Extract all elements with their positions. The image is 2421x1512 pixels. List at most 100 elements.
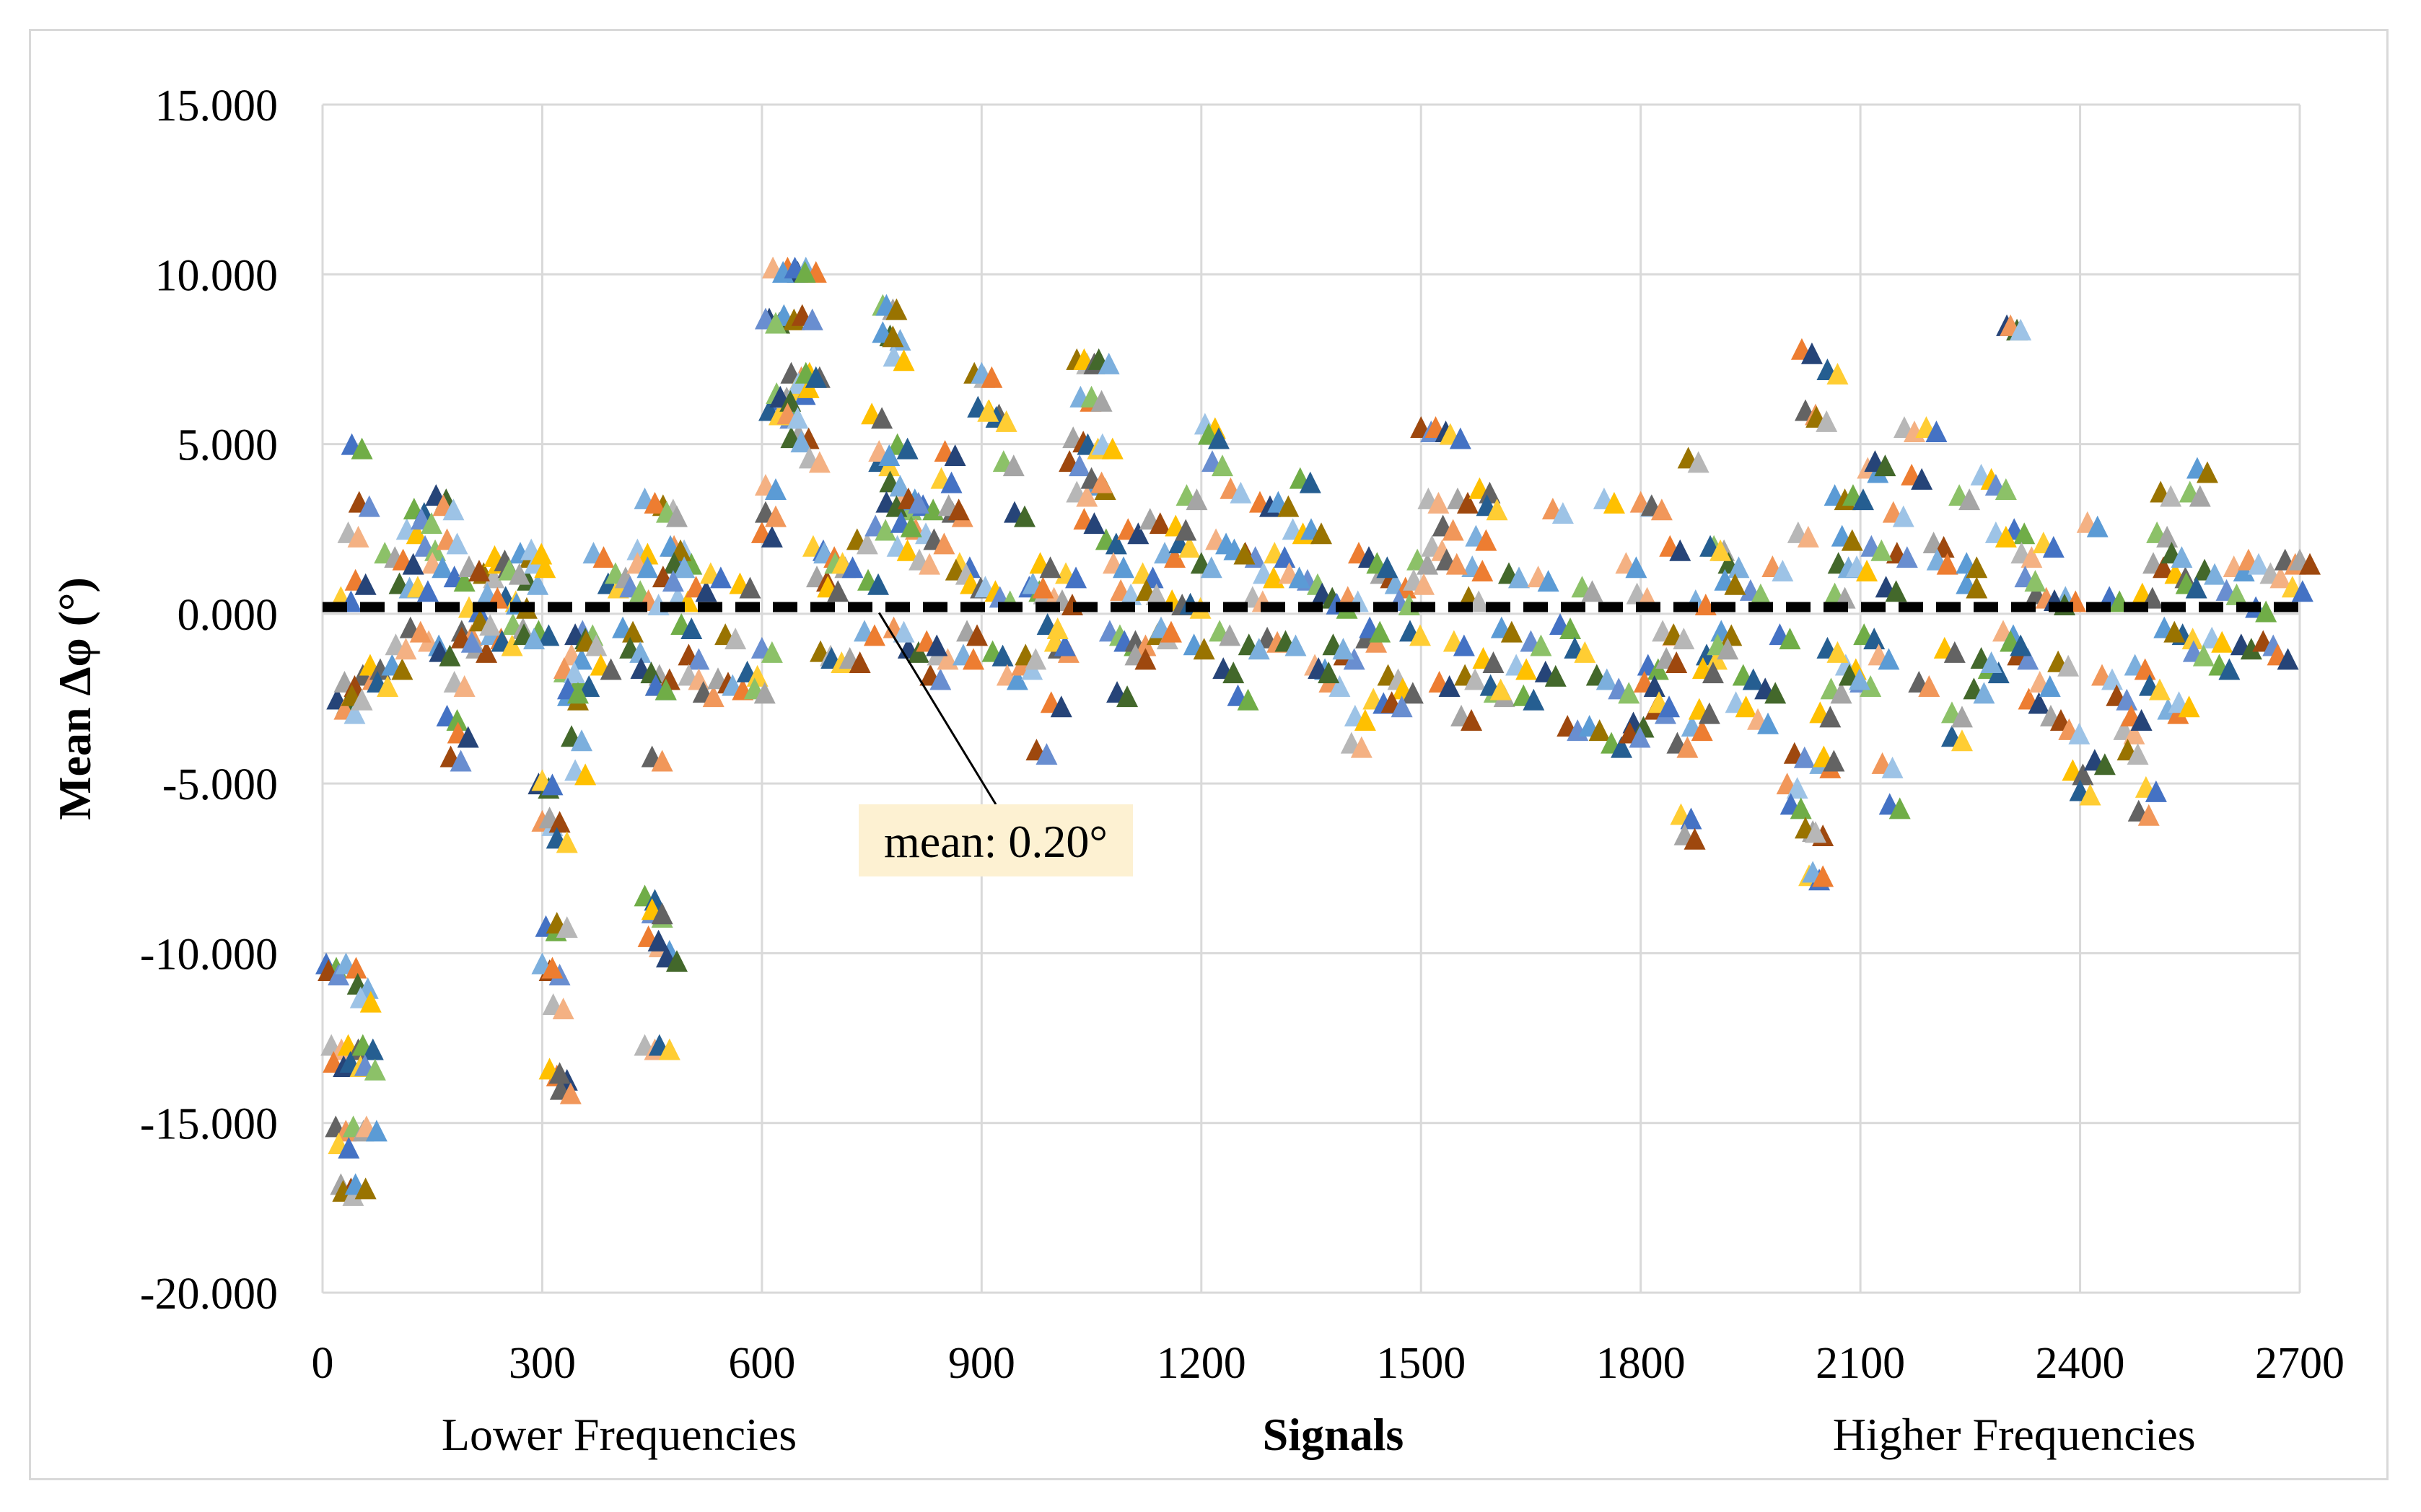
data-point <box>764 505 787 527</box>
data-point <box>1647 658 1669 680</box>
data-point <box>947 498 970 521</box>
data-point <box>875 519 897 541</box>
data-point <box>724 628 747 650</box>
data-point <box>600 658 622 680</box>
gridlines <box>321 103 2301 1294</box>
data-point <box>2013 522 2036 545</box>
data-point <box>354 573 377 595</box>
data-point <box>1318 662 1340 684</box>
data-point <box>2017 648 2039 670</box>
annotation-box <box>859 804 1133 876</box>
data-point <box>1925 421 1948 443</box>
y-tick-label: 0.000 <box>178 591 279 640</box>
data-point <box>991 644 1014 667</box>
data-point <box>358 495 380 517</box>
data-point <box>933 532 955 555</box>
data-point <box>1995 478 2017 501</box>
data-point <box>1951 706 1973 728</box>
data-point <box>2181 628 2204 650</box>
data-point <box>2021 546 2043 568</box>
data-point <box>2134 658 2156 680</box>
data-point <box>2163 620 2186 643</box>
data-point <box>1417 553 1439 575</box>
data-point <box>662 570 684 592</box>
data-point <box>2116 688 2138 711</box>
data-point <box>1812 865 1834 887</box>
data-point <box>2024 570 2046 592</box>
data-point <box>1772 559 1794 581</box>
data-point <box>1284 634 1307 656</box>
data-point <box>446 532 468 555</box>
data-point <box>1764 682 1787 704</box>
data-point <box>1479 481 1501 504</box>
data-point <box>395 638 417 660</box>
data-point <box>1848 668 1870 690</box>
data-points <box>315 256 2321 1206</box>
data-point <box>1618 682 1640 704</box>
data-point <box>362 1038 384 1060</box>
y-tick-label: 10.000 <box>155 251 279 300</box>
data-point <box>1805 821 1826 843</box>
data-point <box>2068 722 2091 744</box>
data-point <box>849 651 871 674</box>
data-point <box>342 1184 364 1206</box>
data-point <box>2192 644 2215 667</box>
data-point <box>1826 641 1849 663</box>
data-point <box>530 542 553 565</box>
x-tick-label: 300 <box>509 1339 576 1388</box>
data-point <box>1014 505 1036 527</box>
data-point <box>1237 688 1259 711</box>
data-point <box>1911 467 1933 490</box>
data-point <box>1445 553 1468 575</box>
data-point <box>629 641 652 663</box>
data-point <box>556 831 578 853</box>
data-point <box>1369 620 1391 643</box>
data-point <box>1823 750 1845 772</box>
data-point <box>1793 746 1816 768</box>
data-point <box>2123 722 2145 744</box>
data-point <box>944 444 966 466</box>
data-point <box>665 950 688 972</box>
data-point <box>1709 539 1732 561</box>
data-point <box>1966 556 1988 579</box>
data-point <box>1980 651 2002 674</box>
data-point <box>592 546 615 568</box>
data-point <box>538 624 560 646</box>
data-point <box>1680 807 1702 830</box>
data-point <box>695 580 717 602</box>
y-tick-label: -10.000 <box>140 930 278 979</box>
data-point <box>761 641 783 663</box>
data-point <box>1702 662 1724 684</box>
data-point <box>882 325 904 348</box>
x-tick-label: 0 <box>312 1339 334 1388</box>
data-point <box>2225 583 2248 605</box>
data-point <box>343 702 366 724</box>
data-point <box>460 630 483 653</box>
data-point <box>1691 719 1713 742</box>
data-point <box>442 498 465 521</box>
data-point <box>900 515 922 537</box>
data-point <box>453 570 476 592</box>
data-point <box>2291 580 2313 602</box>
data-point <box>1918 674 1940 697</box>
data-point <box>1870 539 1893 561</box>
data-point <box>636 542 659 565</box>
data-point <box>1530 634 1552 656</box>
data-point <box>1149 512 1171 535</box>
data-point <box>622 620 644 643</box>
data-point <box>1116 685 1139 708</box>
data-point <box>1134 634 1157 656</box>
data-point <box>919 553 941 575</box>
data-point <box>1673 628 1695 650</box>
x-tick-label: 1500 <box>1376 1339 1466 1388</box>
data-point <box>702 685 724 708</box>
data-point <box>1328 674 1351 697</box>
data-point <box>416 580 439 602</box>
data-point <box>563 662 585 684</box>
data-point <box>2211 630 2233 653</box>
data-point <box>1973 682 1995 704</box>
data-point <box>654 678 677 700</box>
data-point <box>409 620 432 643</box>
data-point <box>468 559 490 581</box>
data-point <box>2218 658 2241 680</box>
